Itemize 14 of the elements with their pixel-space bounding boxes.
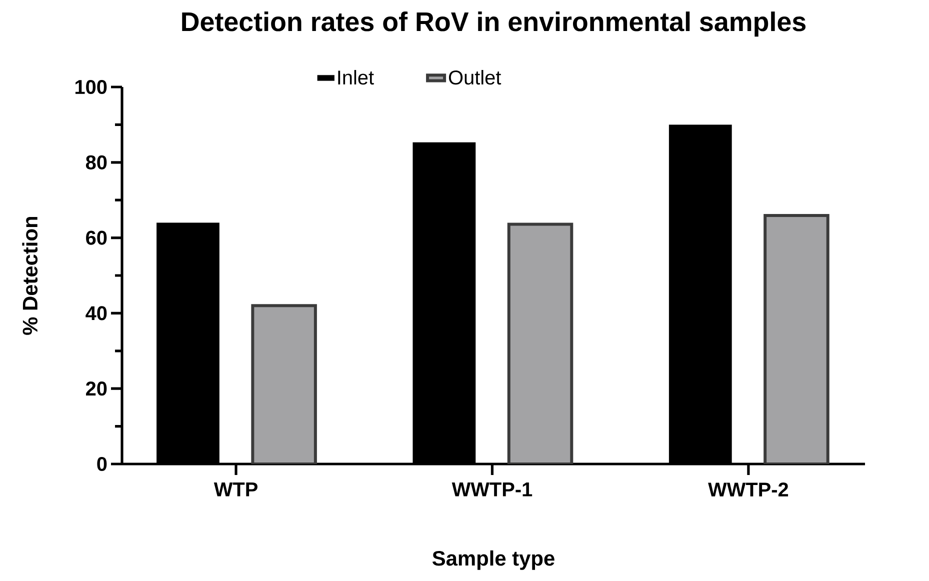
- x-tick-label: WTP: [214, 482, 258, 496]
- y-tick-label: 40: [86, 306, 107, 320]
- y-tick-label: 0: [97, 456, 107, 472]
- y-tick-label: 80: [86, 155, 107, 170]
- y-tick-label: 100: [75, 80, 107, 94]
- x-tick-label: WWTP-1: [452, 482, 532, 496]
- y-tick-label: 60: [86, 230, 107, 245]
- y-tick-label: 20: [86, 382, 107, 396]
- legend-label: Inlet: [338, 70, 374, 85]
- y-axis-title: % Detection: [22, 216, 38, 335]
- x-axis-title: Sample type: [432, 550, 554, 570]
- x-tick-label: WWTP-2: [708, 482, 788, 496]
- legend-label: Outlet: [448, 70, 502, 85]
- chart-title: Detection rates of RoV in environmental samples: [182, 12, 806, 37]
